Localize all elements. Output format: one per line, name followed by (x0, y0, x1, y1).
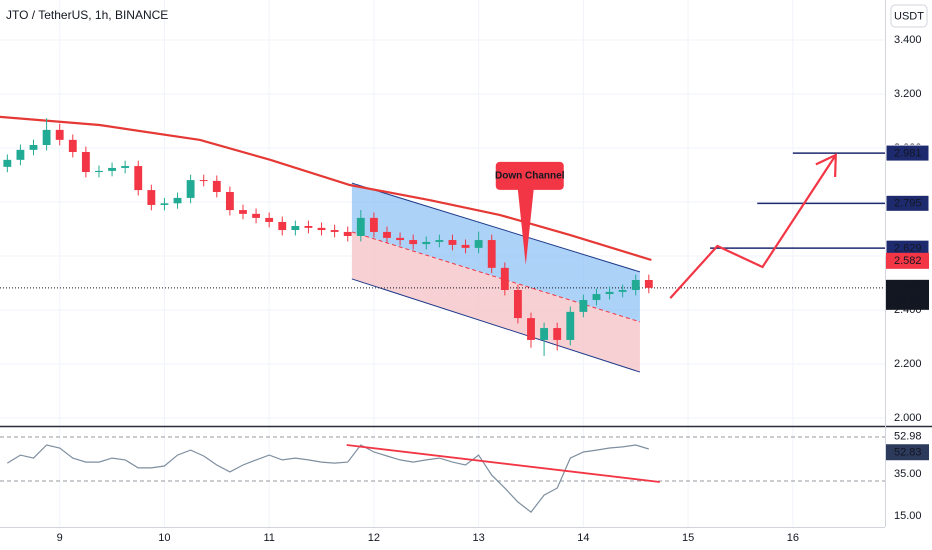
candle-body (265, 217, 274, 222)
candle-body (108, 167, 116, 171)
candle-body (16, 149, 25, 160)
y-tick-label: 2.200 (894, 358, 922, 370)
target-label-box (885, 144, 930, 162)
annotation-text: Down Channel (495, 171, 565, 182)
candle-body (435, 240, 444, 242)
plot: 9101112131415163.4003.2003.0002.8002.600… (0, 34, 930, 544)
rsi-marker-label: 52.98 (894, 431, 922, 443)
candle-body (160, 203, 169, 205)
candle-body (225, 191, 234, 211)
candle-body (317, 227, 326, 231)
price-marker-label: 2.582 (894, 255, 922, 267)
candle-body (566, 311, 575, 340)
candle-body (68, 139, 77, 153)
currency-label[interactable]: USDT (894, 10, 924, 22)
x-tick-label: 16 (787, 532, 799, 544)
rsi-tick-label: 15.00 (894, 510, 922, 522)
candle-body (540, 328, 549, 340)
candle-body (343, 231, 352, 236)
candle-body (618, 289, 627, 292)
x-tick-label: 14 (577, 532, 589, 544)
rsi-line (6, 444, 649, 513)
annotation-pointer (517, 188, 534, 265)
annotation-box (495, 161, 564, 190)
candle-body (330, 230, 339, 232)
target-label: 2.629 (894, 243, 922, 255)
y-tick-label: 3.200 (894, 88, 922, 100)
candle-body (173, 197, 182, 204)
candle-body (527, 318, 535, 340)
candle-body (291, 226, 300, 231)
x-tick-label: 13 (473, 532, 485, 544)
candle-body (592, 294, 601, 300)
candle-body (81, 152, 90, 172)
channel-middle-line (351, 231, 641, 323)
candle-body (396, 237, 405, 241)
channel-top-line (351, 182, 641, 273)
rsi-marker-label: 52.83 (894, 447, 922, 459)
candle-body (487, 240, 496, 268)
last-price-label: 2.482 (894, 282, 922, 294)
candle-body (199, 180, 208, 182)
projection-path (669, 154, 837, 299)
x-tick-label: 12 (368, 532, 380, 544)
last-price-box (886, 279, 929, 310)
candle-body (461, 244, 470, 248)
candle-body (147, 190, 156, 205)
candle-body (605, 291, 614, 295)
candle-body (356, 217, 365, 236)
countdown-label: 45:59 (894, 295, 922, 307)
currency-button[interactable] (890, 4, 928, 28)
candle-body (278, 221, 287, 231)
candle-body (186, 180, 195, 198)
candle-body (500, 267, 509, 290)
candle-body (644, 280, 653, 288)
candle-body (212, 180, 221, 192)
candle-body (239, 210, 247, 214)
rsi-marker-box (886, 428, 929, 445)
x-tick-label: 15 (682, 532, 694, 544)
candle-body (369, 217, 378, 232)
x-tick-label: 10 (158, 532, 170, 544)
candle-body (409, 240, 418, 245)
channel-bottom-line (351, 278, 641, 373)
candle-body (252, 213, 261, 218)
x-tick-label: 9 (57, 532, 63, 544)
candle-body (55, 129, 64, 140)
candle-body (631, 280, 640, 290)
target-label-box (885, 194, 930, 212)
candle-body (513, 289, 522, 319)
y-tick-label: 3.400 (894, 34, 922, 46)
candle-body (95, 170, 103, 172)
candle-body (42, 129, 51, 145)
grid (0, 0, 885, 527)
candle-body (448, 240, 457, 245)
candle-body (121, 166, 130, 168)
rsi-marker-box (886, 444, 929, 461)
candle-body (579, 299, 588, 312)
candle-body (304, 226, 313, 228)
channel-upper-fill (351, 183, 640, 322)
candle-body (553, 328, 562, 340)
target-label: 2.981 (894, 148, 922, 160)
price-marker-box (886, 252, 929, 269)
y-tick-label: 2.000 (894, 412, 922, 424)
candle-body (383, 231, 391, 238)
candle-body (134, 166, 143, 191)
candle-body (474, 240, 483, 248)
moving-average (0, 115, 652, 262)
target-label: 2.795 (894, 198, 922, 210)
candle-body (3, 159, 12, 167)
projection-arrowhead (815, 153, 837, 178)
chart-title: JTO / TetherUS, 1h, BINANCE (6, 8, 168, 22)
rsi-trendline (346, 444, 660, 483)
rsi-tick-label: 35.00 (894, 468, 922, 480)
candle-body (422, 241, 431, 245)
candle-body (29, 144, 38, 150)
x-tick-label: 11 (263, 532, 274, 544)
